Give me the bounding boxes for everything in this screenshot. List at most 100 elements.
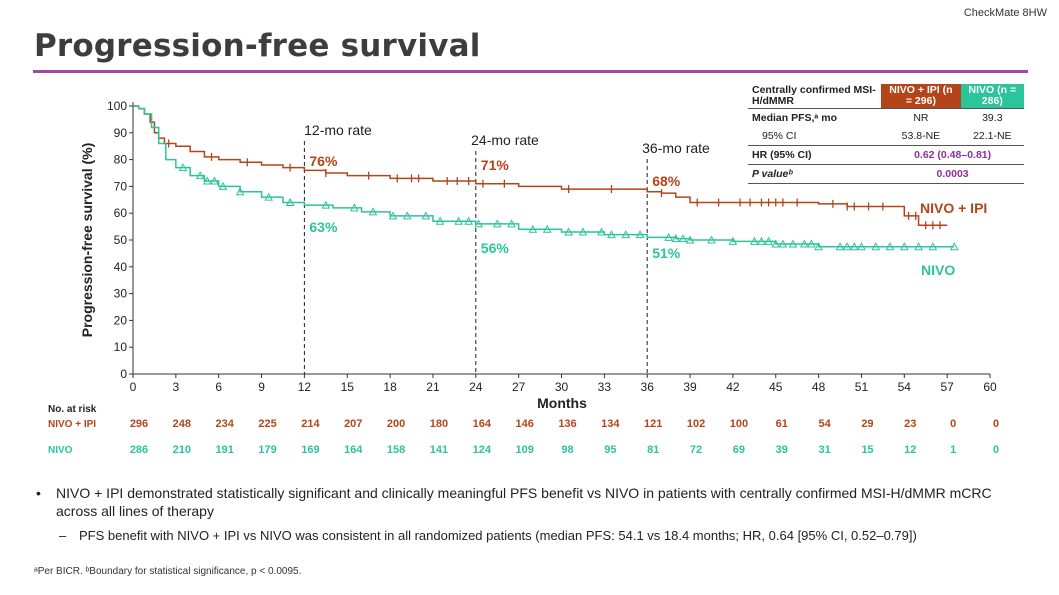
at-risk-value: 158 xyxy=(387,444,405,456)
at-risk-value: 102 xyxy=(687,418,705,430)
ci-nivo-ipi: 53.8-NE xyxy=(901,130,941,142)
curve-nivo-ipi xyxy=(133,105,948,227)
rate-label: 36-mo rate xyxy=(642,140,710,156)
at-risk-value: 1 xyxy=(950,444,956,456)
censor-mark-nivo xyxy=(807,239,816,248)
at-risk-value: 0 xyxy=(993,418,999,430)
stats-p-row: P valueᵇ 0.0003 xyxy=(748,164,1024,184)
censor-mark-nivo xyxy=(707,235,716,244)
at-risk-value: 124 xyxy=(473,444,492,456)
at-risk-value: 207 xyxy=(344,418,362,430)
censor-mark-nivo xyxy=(597,227,606,236)
censor-mark-nivo xyxy=(788,239,798,248)
at-risk-row-label: NIVO + IPI xyxy=(48,419,96,430)
at-risk-value: 109 xyxy=(515,444,533,456)
at-risk-value: 146 xyxy=(515,418,533,430)
y-tick-label: 80 xyxy=(114,153,128,167)
p-value: 0.0003 xyxy=(881,164,1024,184)
at-risk-value: 169 xyxy=(301,444,319,456)
at-risk-value: 0 xyxy=(950,418,956,430)
x-tick-label: 42 xyxy=(726,380,740,394)
censor-mark-nivo xyxy=(885,242,895,251)
at-risk-value: 136 xyxy=(558,418,576,430)
censor-mark-nivo xyxy=(728,236,738,245)
stats-table: Centrally confirmed MSI-H/dMMR NIVO + IP… xyxy=(748,84,1024,184)
at-risk-value: 95 xyxy=(604,444,616,456)
bullet-sub-text: PFS benefit with NIVO + IPI vs NIVO was … xyxy=(79,528,917,543)
rate-value-nivo: 51% xyxy=(652,245,681,261)
at-risk-value: 191 xyxy=(216,444,234,456)
at-risk-value: 0 xyxy=(993,444,999,456)
y-tick-label: 40 xyxy=(114,260,128,274)
at-risk-value: 296 xyxy=(130,418,148,430)
at-risk-title: No. at risk xyxy=(48,404,97,415)
censor-mark-nivo xyxy=(528,224,538,233)
stats-header-label: Centrally confirmed MSI-H/dMMR xyxy=(752,84,876,107)
y-axis-title: Progression-free survival (%) xyxy=(79,143,95,338)
x-tick-label: 60 xyxy=(983,380,997,394)
at-risk-value: 72 xyxy=(690,444,702,456)
title-divider xyxy=(33,70,1028,73)
y-tick-label: 70 xyxy=(114,179,128,193)
censor-mark-nivo xyxy=(764,236,773,245)
at-risk-row-label: NIVO xyxy=(48,445,73,456)
at-risk-value: 100 xyxy=(730,418,748,430)
bullet-dot-icon: • xyxy=(36,485,41,501)
censor-mark-nivo xyxy=(210,176,219,185)
x-tick-label: 24 xyxy=(469,380,483,394)
censor-mark-nivo xyxy=(578,227,588,236)
bullet-main: • NIVO + IPI demonstrated statistically … xyxy=(36,484,1036,520)
page-title: Progression-free survival xyxy=(34,28,481,64)
censor-mark-nivo xyxy=(685,235,695,244)
censor-mark-nivo xyxy=(421,211,431,220)
censor-mark-nivo xyxy=(678,234,688,243)
x-tick-label: 45 xyxy=(769,380,783,394)
at-risk-value: 225 xyxy=(258,418,276,430)
x-tick-label: 54 xyxy=(898,380,912,394)
stats-col-nivo-ipi: NIVO + IPI (n = 296) xyxy=(881,84,961,109)
censor-mark-nivo xyxy=(814,242,823,251)
x-tick-label: 27 xyxy=(512,380,526,394)
bullet-dash-icon: – xyxy=(59,528,67,543)
rate-value-nivo-ipi: 68% xyxy=(652,173,681,189)
at-risk-value: 141 xyxy=(430,444,448,456)
y-tick-label: 100 xyxy=(107,99,127,113)
censor-mark-nivo xyxy=(771,239,781,248)
rate-label: 24-mo rate xyxy=(471,132,539,148)
censor-mark-nivo xyxy=(435,216,445,225)
rate-value-nivo-ipi: 76% xyxy=(309,153,338,169)
stats-header-row: Centrally confirmed MSI-H/dMMR NIVO + IP… xyxy=(748,84,1024,109)
censor-mark-nivo xyxy=(350,203,359,212)
censor-mark-nivo xyxy=(388,211,398,220)
at-risk-value: 134 xyxy=(601,418,620,430)
at-risk-value: 29 xyxy=(861,418,873,430)
x-axis-title: Months xyxy=(537,395,587,411)
censor-mark-nivo xyxy=(621,230,631,239)
censor-mark-nivo xyxy=(564,227,573,236)
y-tick-label: 10 xyxy=(114,340,128,354)
censor-mark-nivo xyxy=(542,224,552,233)
x-tick-label: 3 xyxy=(173,380,180,394)
censor-mark-nivo xyxy=(368,207,378,216)
x-tick-label: 6 xyxy=(215,380,222,394)
median-nivo: 39.3 xyxy=(960,108,1024,127)
y-tick-label: 0 xyxy=(120,367,127,381)
at-risk-value: 81 xyxy=(647,444,659,456)
x-tick-label: 57 xyxy=(940,380,954,394)
at-risk-value: 210 xyxy=(173,444,191,456)
y-tick-label: 20 xyxy=(114,313,128,327)
censor-mark-nivo xyxy=(492,219,502,228)
at-risk-value: 214 xyxy=(301,418,320,430)
stats-ci-row: 95% CI 53.8-NE 22.1-NE xyxy=(748,127,1024,146)
censor-mark-nivo xyxy=(835,242,845,251)
x-tick-label: 12 xyxy=(298,380,312,394)
censor-mark-nivo xyxy=(664,232,673,241)
at-risk-value: 180 xyxy=(430,418,448,430)
x-tick-label: 18 xyxy=(383,380,397,394)
censor-mark-nivo xyxy=(321,200,331,209)
at-risk-value: 179 xyxy=(258,444,276,456)
x-tick-label: 21 xyxy=(426,380,440,394)
censor-mark-nivo xyxy=(195,171,205,180)
p-label: P valueᵇ xyxy=(748,164,882,184)
